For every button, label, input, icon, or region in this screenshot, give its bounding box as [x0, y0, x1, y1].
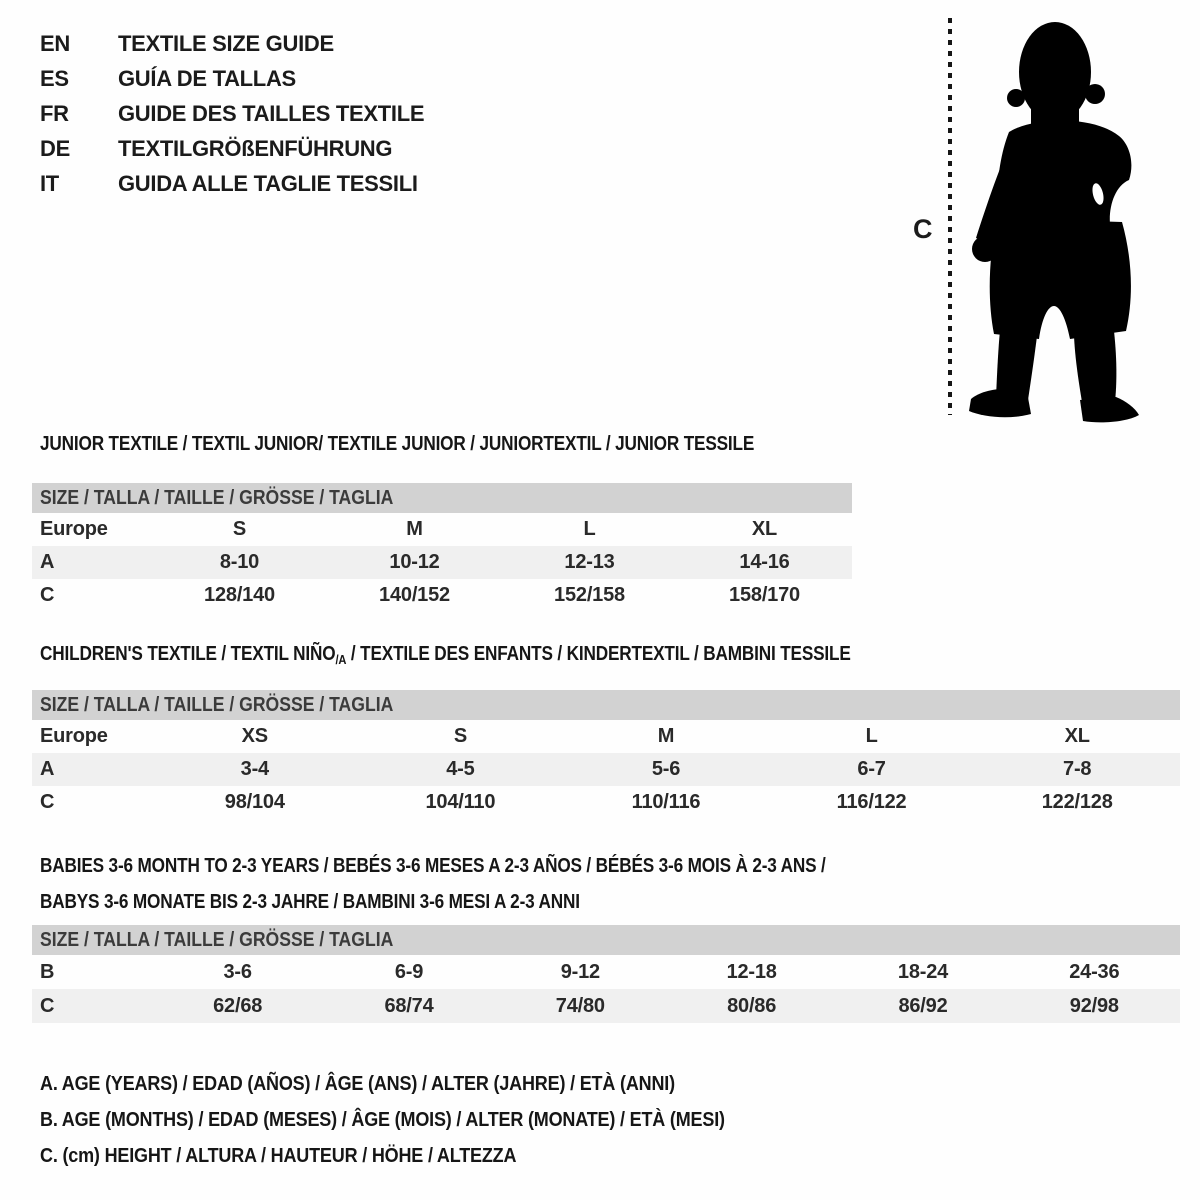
- note-age-years: A. AGE (YEARS) / EDAD (AÑOS) / ÂGE (ANS)…: [40, 1073, 675, 1095]
- height-measure-label: C: [913, 214, 933, 244]
- age-cell: 3-4: [240, 758, 270, 780]
- months-cell: 18-24: [897, 960, 949, 983]
- size-header-text: SIZE / TALLA / TAILLE / GRÖSSE / TAGLIA: [40, 487, 394, 509]
- size-cell: M: [406, 518, 423, 540]
- guide-title: GUIDA ALLE TAGLIE TESSILI: [118, 170, 418, 196]
- size-header-bar: SIZE / TALLA / TAILLE / GRÖSSE / TAGLIA: [32, 483, 852, 513]
- height-cell: 158/170: [729, 584, 800, 606]
- table-row-europe: Europe XS S M L XL: [32, 720, 1180, 753]
- language-row: IT GUIDA ALLE TAGLIE TESSILI: [40, 166, 424, 201]
- months-cell: 24-36: [1069, 960, 1120, 983]
- row-label: A: [40, 758, 55, 780]
- height-cell: 86/92: [898, 994, 948, 1017]
- size-header-text: SIZE / TALLA / TAILLE / GRÖSSE / TAGLIA: [40, 929, 394, 951]
- language-code: FR: [40, 100, 69, 126]
- table-row-months: B 3-6 6-9 9-12 12-18 18-24 24-36: [32, 955, 1180, 989]
- heading-text: / TEXTILE DES ENFANTS / KINDERTEXTIL / B…: [346, 643, 851, 665]
- size-cell: XS: [241, 725, 268, 747]
- language-code: DE: [40, 135, 70, 161]
- age-cell: 14-16: [739, 551, 790, 573]
- language-title-list: EN TEXTILE SIZE GUIDE ES GUÍA DE TALLAS …: [40, 26, 425, 201]
- heading-subscript: /A: [335, 652, 347, 667]
- language-row: FR GUIDE DES TAILLES TEXTILE: [40, 96, 425, 131]
- months-cell: 3-6: [223, 960, 253, 983]
- size-cell: XL: [1064, 725, 1090, 747]
- children-size-table: SIZE / TALLA / TAILLE / GRÖSSE / TAGLIA …: [32, 690, 1180, 819]
- height-cell: 80/86: [727, 994, 777, 1017]
- height-cell: 140/152: [379, 584, 450, 606]
- junior-size-table: SIZE / TALLA / TAILLE / GRÖSSE / TAGLIA …: [32, 483, 852, 612]
- size-cell: L: [583, 518, 596, 540]
- heading-text: CHILDREN'S TEXTILE / TEXTIL NIÑO: [40, 643, 336, 665]
- age-cell: 4-5: [446, 758, 475, 780]
- language-row: EN TEXTILE SIZE GUIDE: [40, 26, 424, 61]
- row-label: B: [40, 960, 55, 983]
- height-cell: 128/140: [204, 584, 275, 606]
- table-row-height: C 98/104 104/110 110/116 116/122 122/128: [32, 786, 1180, 819]
- size-header-bar: SIZE / TALLA / TAILLE / GRÖSSE / TAGLIA: [32, 690, 1180, 720]
- size-cell: L: [865, 725, 878, 747]
- language-row: ES GUÍA DE TALLAS: [40, 61, 424, 96]
- age-cell: 6-7: [857, 758, 886, 780]
- note-age-months: B. AGE (MONTHS) / EDAD (MESES) / ÂGE (MO…: [40, 1109, 725, 1131]
- row-label: C: [40, 994, 55, 1017]
- size-cell: XL: [751, 518, 778, 540]
- age-cell: 12-13: [564, 551, 615, 573]
- size-header-text: SIZE / TALLA / TAILLE / GRÖSSE / TAGLIA: [40, 694, 394, 716]
- size-cell: S: [232, 518, 247, 540]
- row-label: C: [40, 791, 55, 813]
- size-cell: M: [657, 725, 675, 747]
- note-height-cm: C. (cm) HEIGHT / ALTURA / HAUTEUR / HÖHE…: [40, 1145, 517, 1167]
- row-label: Europe: [40, 725, 108, 747]
- language-code: ES: [40, 65, 69, 91]
- row-label: Europe: [40, 518, 108, 540]
- height-cell: 152/158: [554, 584, 625, 606]
- junior-section-heading: JUNIOR TEXTILE / TEXTIL JUNIOR/ TEXTILE …: [40, 433, 755, 455]
- age-cell: 8-10: [219, 551, 260, 573]
- language-code: EN: [40, 30, 70, 56]
- table-row-age: A 8-10 10-12 12-13 14-16: [32, 546, 852, 579]
- months-cell: 12-18: [726, 960, 777, 983]
- guide-title: GUIDE DES TAILLES TEXTILE: [118, 100, 425, 126]
- children-section-heading: CHILDREN'S TEXTILE / TEXTIL NIÑO/A / TEX…: [40, 642, 851, 672]
- height-cell: 74/80: [555, 994, 605, 1017]
- guide-title: TEXTILGRÖßENFÜHRUNG: [118, 135, 393, 161]
- height-cell: 116/122: [836, 791, 907, 813]
- height-cell: 68/74: [384, 994, 434, 1017]
- guide-title: GUÍA DE TALLAS: [118, 65, 296, 91]
- height-cell: 62/68: [213, 994, 263, 1017]
- row-label: C: [40, 584, 55, 606]
- language-code: IT: [40, 170, 59, 196]
- table-row-age: A 3-4 4-5 5-6 6-7 7-8: [32, 753, 1180, 786]
- table-row-europe: Europe S M L XL: [32, 513, 852, 546]
- height-cell: 92/98: [1069, 994, 1119, 1017]
- legend-notes: A. AGE (YEARS) / EDAD (AÑOS) / ÂGE (ANS)…: [40, 1066, 725, 1174]
- height-cell: 104/110: [425, 791, 496, 813]
- months-cell: 9-12: [560, 960, 600, 983]
- age-cell: 5-6: [651, 758, 681, 780]
- babies-size-table: SIZE / TALLA / TAILLE / GRÖSSE / TAGLIA …: [32, 925, 1180, 1023]
- toddler-silhouette-image: [969, 22, 1139, 423]
- size-header-bar: SIZE / TALLA / TAILLE / GRÖSSE / TAGLIA: [32, 925, 1180, 955]
- age-cell: 7-8: [1063, 758, 1092, 780]
- language-row: DE TEXTILGRÖßENFÜHRUNG: [40, 131, 424, 166]
- babies-section-heading: BABIES 3-6 MONTH TO 2-3 YEARS / BEBÉS 3-…: [40, 848, 826, 920]
- table-row-height: C 62/68 68/74 74/80 80/86 86/92 92/98: [32, 989, 1180, 1023]
- height-measure-dotted-line: [948, 18, 952, 415]
- heading-line-2: BABYS 3-6 MONATE BIS 2-3 JAHRE / BAMBINI…: [40, 891, 580, 913]
- months-cell: 6-9: [394, 960, 424, 983]
- table-row-height: C 128/140 140/152 152/158 158/170: [32, 579, 852, 612]
- row-label: A: [40, 551, 55, 573]
- age-cell: 10-12: [389, 551, 440, 573]
- heading-line-1: BABIES 3-6 MONTH TO 2-3 YEARS / BEBÉS 3-…: [40, 855, 826, 877]
- height-cell: 110/116: [631, 791, 701, 813]
- size-cell: S: [453, 725, 467, 747]
- guide-title: TEXTILE SIZE GUIDE: [118, 30, 334, 56]
- height-cell: 122/128: [1041, 791, 1113, 813]
- height-cell: 98/104: [224, 791, 285, 813]
